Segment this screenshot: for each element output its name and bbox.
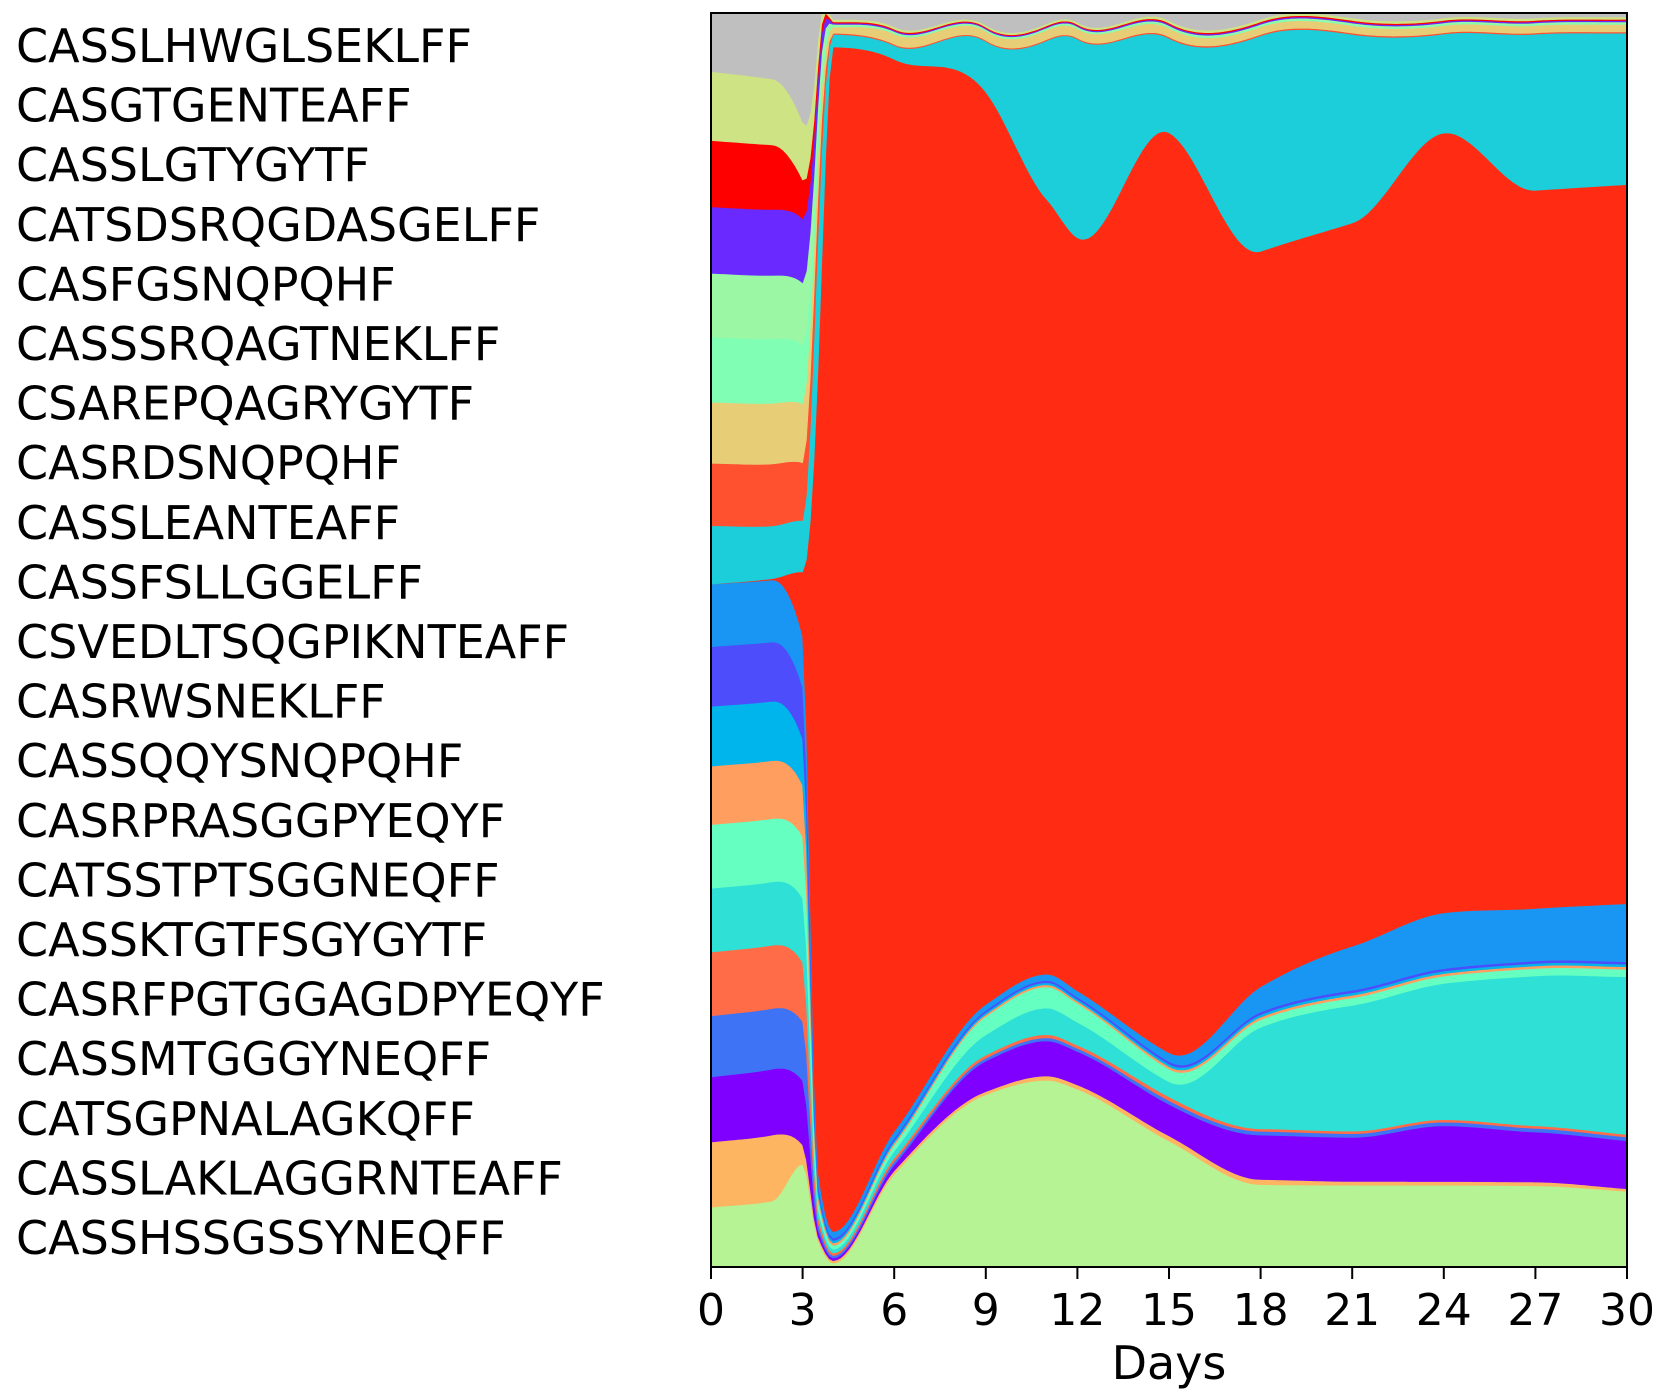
x-axis-title: Days bbox=[1112, 1336, 1227, 1390]
sequence-label: CSVEDLTSQGPIKNTEAFF bbox=[16, 615, 569, 669]
x-tick-label: 27 bbox=[1507, 1285, 1563, 1336]
sequence-label: CASSLEANTEAFF bbox=[16, 496, 400, 550]
sequence-label: CASGTGENTEAFF bbox=[16, 79, 412, 133]
sequence-label: CASSLAKLAGGRNTEAFF bbox=[16, 1151, 563, 1205]
sequence-label: CASRWSNEKLFF bbox=[16, 675, 386, 729]
sequence-label: CATSSTPTSGGNEQFF bbox=[16, 853, 500, 907]
sequence-label: CASSFSLLGGELFF bbox=[16, 555, 423, 609]
x-tick-label: 6 bbox=[880, 1285, 908, 1336]
x-tick-label: 24 bbox=[1416, 1285, 1472, 1336]
sequence-label: CASSMTGGGYNEQFF bbox=[16, 1032, 491, 1086]
x-tick-label: 30 bbox=[1599, 1285, 1655, 1336]
sequence-label: CASSLGTYGYTF bbox=[16, 138, 370, 192]
sequence-label: CASSQQYSNQPQHF bbox=[16, 734, 463, 788]
x-tick-label: 21 bbox=[1324, 1285, 1380, 1336]
x-tick-label: 3 bbox=[789, 1285, 817, 1336]
sequence-label: CASSKTGTFSGYGYTF bbox=[16, 913, 487, 967]
x-axis: 0 3 6 9 12 15 18 21 24 27 30 bbox=[697, 1267, 1655, 1336]
sequence-label: CASSSRQAGTNEKLFF bbox=[16, 317, 500, 371]
x-tick-label: 0 bbox=[697, 1285, 725, 1336]
sequence-label: CATSDSRQGDASGELFF bbox=[16, 198, 540, 252]
sequence-label: CASSHSSGSSYNEQFF bbox=[16, 1211, 506, 1265]
x-tick-label: 12 bbox=[1049, 1285, 1105, 1336]
x-tick-label: 18 bbox=[1233, 1285, 1289, 1336]
x-tick-label: 9 bbox=[972, 1285, 1000, 1336]
sequence-label: CSAREPQAGRYGYTF bbox=[16, 377, 474, 431]
x-tick-label: 15 bbox=[1141, 1285, 1197, 1336]
sequence-label: CASRPRASGGPYEQYF bbox=[16, 794, 505, 848]
sequence-label: CASSLHWGLSEKLFF bbox=[16, 19, 472, 73]
sequence-label: CATSGPNALAGKQFF bbox=[16, 1092, 475, 1146]
area-layers bbox=[710, 12, 1628, 1268]
sequence-label: CASRFPGTGGAGDPYEQYF bbox=[16, 973, 605, 1027]
sequence-label: CASFGSNQPQHF bbox=[16, 257, 396, 311]
sequence-label-list: CASSLHWGLSEKLFF CASGTGENTEAFFCASSLGTYGYTF… bbox=[16, 19, 605, 1265]
sequence-label: CASRDSNQPQHF bbox=[16, 436, 401, 490]
